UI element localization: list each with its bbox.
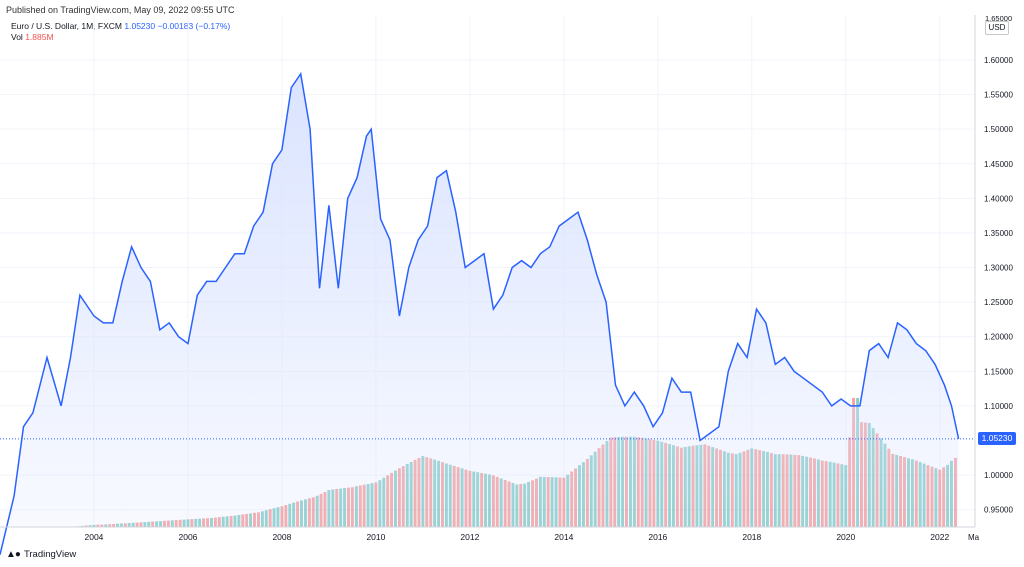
price-line [0,71,960,555]
time-tick-label: 2004 [85,532,104,542]
time-tick-label: 2014 [554,532,573,542]
time-axis[interactable]: 2004 2006 2008 2010 2012 2014 2016 2018 2020 2022 [85,532,950,542]
price-tick-label: 1.25000 [984,298,1013,307]
price-tick-label: 1.55000 [984,91,1013,100]
price-tick-label: 1.40000 [984,194,1013,203]
time-tick-label: 2008 [272,532,291,542]
price-tick-label: 1.60000 [984,56,1013,65]
time-tick-label: 2006 [178,532,197,542]
price-tick-label: 1.00000 [984,471,1013,480]
price-axis-top-label: 1.65000 [985,14,1012,23]
time-tick-label: 2020 [836,532,855,542]
time-tick-label: 2012 [460,532,479,542]
price-axis[interactable]: 1.60000 1.55000 1.50000 1.45000 1.40000 1.350… [984,56,1013,515]
price-area-fill [0,73,959,555]
tradingview-logo-icon: ▲● [6,549,21,560]
price-tick-label: 0.95000 [984,506,1013,515]
symbol-title[interactable]: Euro / U.S. Dollar, 1M, FXCM [11,21,122,31]
price-tick-label: 1.20000 [984,333,1013,342]
time-axis-cut-label: Ma [968,533,980,542]
brand-name: TradingView [23,549,77,560]
last-price-tag: 1.05230 [978,432,1016,445]
published-caption: Published on TradingView.com, May 09, 20… [6,5,235,15]
last-price: 1.05230 [124,21,156,31]
time-tick-label: 2022 [930,532,949,542]
price-change: −0.00183 (−0.17%) [157,21,231,31]
currency-label[interactable]: USD [985,21,1009,35]
symbol-row: Euro / U.S. Dollar, 1M, FXCM 1.05230 −0.… [11,21,230,32]
tradingview-brand[interactable]: ▲● TradingView [6,549,76,560]
price-tick-label: 1.45000 [984,160,1013,169]
volume-value: 1.885M [25,32,54,42]
time-tick-label: 2010 [366,532,385,542]
volume-label[interactable]: Vol [11,32,23,42]
time-tick-label: 2016 [648,532,667,542]
price-tick-label: 1.30000 [984,264,1013,273]
time-tick-label: 2018 [742,532,761,542]
volume-row: Vol 1.885M [11,32,230,43]
price-tick-label: 1.10000 [984,402,1013,411]
price-tick-label: 1.15000 [984,367,1013,376]
legend: Euro / U.S. Dollar, 1M, FXCM 1.05230 −0.… [11,21,230,43]
price-tick-label: 1.35000 [984,229,1013,238]
price-tick-label: 1.50000 [984,125,1013,134]
